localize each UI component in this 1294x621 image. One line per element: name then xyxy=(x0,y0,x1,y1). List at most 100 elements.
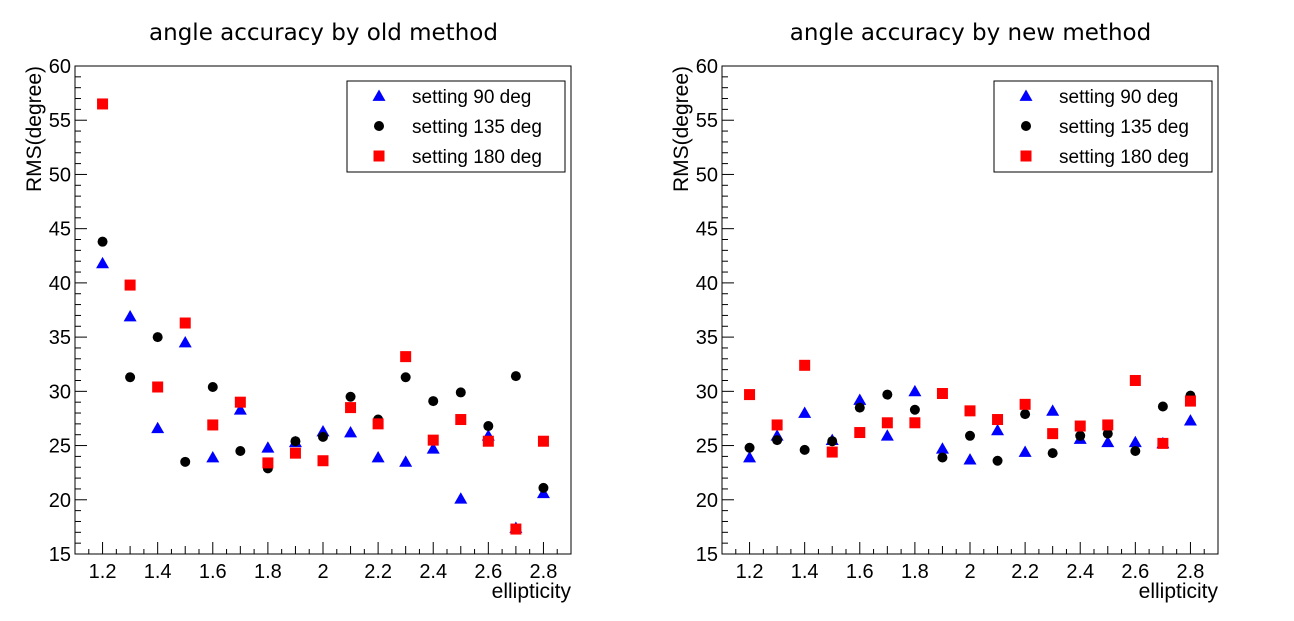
data-point-triangle xyxy=(206,450,220,463)
data-point-circle xyxy=(1157,401,1168,412)
data-point-circle xyxy=(1075,430,1086,441)
data-point-circle xyxy=(318,431,328,442)
data-point-triangle xyxy=(344,426,358,438)
data-point-square xyxy=(427,434,439,446)
data-point-triangle xyxy=(123,310,137,322)
data-point-circle xyxy=(400,372,411,383)
data-point-triangle xyxy=(371,450,385,463)
data-point-square xyxy=(97,98,109,110)
legend-label: setting 90 deg xyxy=(1059,87,1178,108)
data-point-circle xyxy=(1102,428,1113,439)
x-tick-label: 2 xyxy=(964,561,975,583)
data-point-circle xyxy=(1020,409,1031,420)
data-point-triangle xyxy=(96,256,110,269)
y-tick-label: 30 xyxy=(696,381,718,403)
data-point-circle xyxy=(937,452,948,463)
chart-title: angle accuracy by old method xyxy=(149,20,498,46)
data-point-square xyxy=(1047,428,1059,440)
y-tick-label: 40 xyxy=(49,273,71,295)
data-point-circle xyxy=(180,456,191,467)
legend-label: setting 180 deg xyxy=(412,147,542,168)
data-point-square xyxy=(345,402,357,414)
data-point-square xyxy=(179,317,191,329)
data-point-square xyxy=(234,396,246,408)
data-point-circle xyxy=(290,436,301,447)
data-point-square xyxy=(826,446,838,458)
old-method-plot: 15 20 25 30 35 40 45 50 55 60 1.2 1.4 1.6 1.8 2 2.2 2.4 2… xyxy=(23,56,572,603)
data-point-triangle xyxy=(1018,445,1032,457)
y-tick-label: 55 xyxy=(696,110,718,132)
x-tick-label: 2.4 xyxy=(419,561,447,583)
legend-marker-triangle xyxy=(1019,89,1033,101)
y-tick-label: 50 xyxy=(696,164,718,186)
data-point-square xyxy=(1157,437,1169,449)
legend-marker-triangle xyxy=(372,89,386,101)
x-tick-label: 1.8 xyxy=(254,561,282,583)
data-point-circle xyxy=(125,372,136,383)
legend-marker-square xyxy=(1020,150,1032,162)
data-point-triangle xyxy=(963,453,977,465)
data-point-square xyxy=(510,523,522,535)
data-point-square xyxy=(262,457,274,469)
data-point-triangle xyxy=(261,441,275,453)
y-tick-label: 15 xyxy=(49,544,71,566)
y-tick-label: 30 xyxy=(49,381,71,403)
legend-marker-circle xyxy=(374,121,384,131)
y-tick-label: 25 xyxy=(49,436,71,458)
data-point-circle xyxy=(97,236,108,247)
legend-marker-circle xyxy=(1021,121,1031,131)
data-point-square xyxy=(881,417,893,429)
y-axis-label: RMS(degree) xyxy=(23,66,46,192)
data-point-square xyxy=(400,351,412,363)
data-point-triangle xyxy=(991,423,1005,436)
data-point-square xyxy=(455,414,467,426)
data-point-triangle xyxy=(178,336,192,348)
data-point-circle xyxy=(510,371,521,382)
y-tick-label: 35 xyxy=(696,327,718,349)
data-point-circle xyxy=(428,396,439,407)
data-point-circle xyxy=(854,402,865,413)
data-point-square xyxy=(289,447,301,459)
new-method-plot: 15 20 25 30 35 40 45 50 55 60 1.2 1.4 1.6 1.8 2 2.2 2.4 2… xyxy=(670,56,1219,603)
data-point-square xyxy=(1184,395,1196,407)
data-point-square xyxy=(1019,398,1031,410)
x-tick-label: 2 xyxy=(317,561,328,583)
y-tick-label: 35 xyxy=(49,327,71,349)
x-tick-label: 2.2 xyxy=(1011,561,1039,583)
x-axis-label: ellipticity xyxy=(492,580,572,603)
data-point-square xyxy=(207,419,219,431)
data-point-circle xyxy=(772,435,783,446)
legend-label: setting 90 deg xyxy=(412,87,531,108)
data-point-circle xyxy=(882,389,893,400)
y-tick-label: 15 xyxy=(696,544,718,566)
old-method-chart: angle accuracy by old method 15 20 25 30 35 4… xyxy=(23,20,572,603)
data-point-triangle xyxy=(399,455,413,467)
x-tick-label: 2.2 xyxy=(364,561,392,583)
data-point-square xyxy=(152,381,164,393)
data-point-triangle xyxy=(233,403,247,415)
data-point-circle xyxy=(1047,448,1058,459)
data-point-square xyxy=(537,435,549,447)
data-point-circle xyxy=(965,430,975,441)
y-tick-label: 45 xyxy=(49,219,71,241)
data-point-triangle xyxy=(935,442,949,454)
data-point-square xyxy=(1129,374,1141,386)
x-axis-label: ellipticity xyxy=(1139,580,1219,603)
data-point-square xyxy=(771,419,783,431)
new-method-chart: angle accuracy by new method 15 20 25 30 35 4… xyxy=(647,0,1294,621)
x-tick-label: 1.4 xyxy=(791,561,819,583)
data-point-square xyxy=(372,418,384,430)
y-tick-label: 45 xyxy=(696,219,718,241)
data-point-circle xyxy=(207,381,218,392)
data-point-square xyxy=(909,417,921,429)
data-point-triangle xyxy=(1046,404,1060,416)
y-tick-label: 25 xyxy=(696,436,718,458)
x-tick-label: 1.2 xyxy=(736,561,764,583)
data-point-triangle xyxy=(880,429,894,441)
x-tick-label: 2.4 xyxy=(1066,561,1094,583)
data-point-circle xyxy=(235,445,246,456)
data-point-square xyxy=(744,389,756,401)
x-tick-label: 1.6 xyxy=(199,561,227,583)
data-point-square xyxy=(992,414,1004,426)
x-tick-label: 2.8 xyxy=(1177,561,1205,583)
